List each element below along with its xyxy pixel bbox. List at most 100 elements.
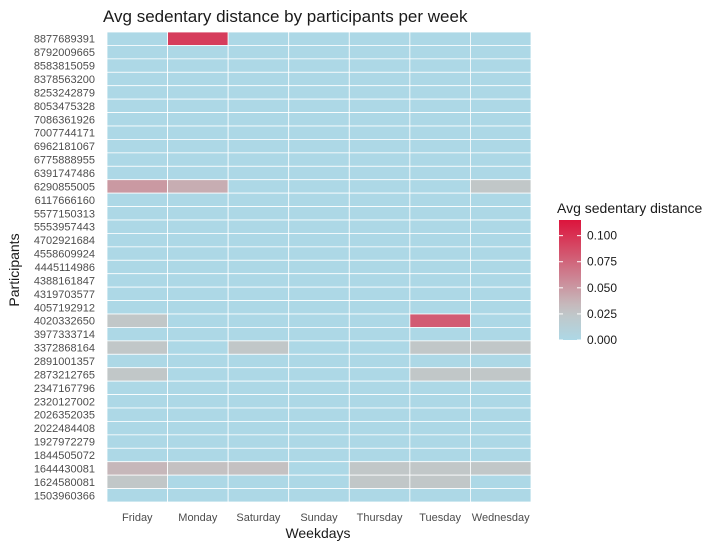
heatmap-cell	[409, 98, 471, 113]
heatmap-cell	[288, 206, 350, 221]
y-tick-label: 2026352035	[34, 410, 95, 422]
heatmap-cell	[409, 461, 471, 476]
heatmap-cell	[167, 447, 229, 463]
heatmap-cell	[106, 179, 168, 194]
heatmap-cell	[470, 394, 532, 409]
y-tick-label: 6391747486	[34, 168, 95, 180]
heatmap-cell	[106, 327, 168, 342]
heatmap-cell	[106, 139, 168, 154]
heatmap-cell	[106, 286, 168, 301]
heatmap-cell	[348, 98, 411, 113]
heatmap-cell	[470, 98, 532, 113]
heatmap-cell	[288, 407, 350, 422]
heatmap-cell	[348, 488, 411, 503]
heatmap-cell	[106, 434, 168, 449]
heatmap-cell	[227, 327, 290, 342]
heatmap-cell	[227, 394, 290, 409]
heatmap-cell	[167, 273, 229, 288]
heatmap-cell	[167, 300, 229, 315]
heatmap-cell	[470, 461, 532, 476]
heatmap-cell	[409, 192, 471, 207]
y-tick-label: 3372868164	[34, 343, 95, 355]
y-tick-label: 4388161847	[34, 275, 95, 287]
heatmap-cell	[409, 85, 471, 100]
legend-tick-label: 0.050	[587, 281, 617, 295]
heatmap-cell	[288, 434, 350, 449]
y-tick-label: 1844505072	[34, 450, 95, 462]
heatmap-cell	[106, 45, 168, 60]
heatmap-cell	[409, 125, 471, 140]
heatmap-cell	[288, 192, 350, 207]
heatmap-cell	[348, 474, 411, 489]
heatmap-cell	[288, 259, 350, 275]
heatmap-cell	[470, 71, 532, 87]
heatmap-cell	[227, 434, 290, 449]
heatmap-cell	[227, 98, 290, 113]
heatmap-cell	[106, 125, 168, 140]
heatmap-cell	[106, 259, 168, 275]
heatmap-cell	[227, 192, 290, 207]
heatmap-cell	[106, 85, 168, 100]
heatmap-cell	[348, 112, 411, 127]
y-tick-label: 2873212765	[34, 369, 95, 381]
heatmap-cell	[409, 139, 471, 154]
heatmap-cell	[470, 45, 532, 60]
y-tick-label: 8792009665	[34, 47, 95, 59]
heatmap-cell	[288, 340, 350, 355]
heatmap-cell	[348, 125, 411, 140]
heatmap-cell	[227, 85, 290, 100]
heatmap-cell	[348, 165, 411, 181]
y-tick-label: 1624580081	[34, 477, 95, 489]
heatmap-cell	[227, 340, 290, 355]
heatmap-cell	[106, 192, 168, 207]
heatmap-cell	[167, 233, 229, 248]
heatmap-cell	[288, 219, 350, 234]
legend: Avg sedentary distance 0.0000.0250.0500.…	[557, 200, 702, 347]
x-tick-label: Thursday	[357, 512, 403, 524]
heatmap-cell	[167, 71, 229, 87]
heatmap-cell	[167, 179, 229, 194]
heatmap-cell	[409, 407, 471, 422]
heatmap-cell	[227, 139, 290, 154]
heatmap-cell	[167, 434, 229, 449]
heatmap-cell	[470, 192, 532, 207]
heatmap-cell	[167, 31, 229, 46]
heatmap-cell	[348, 286, 411, 301]
y-tick-label: 4020332650	[34, 316, 95, 328]
heatmap-cell	[409, 165, 471, 181]
heatmap-cell	[409, 474, 471, 489]
heatmap-cell	[227, 179, 290, 194]
heatmap-cell	[227, 246, 290, 261]
heatmap-cell	[470, 407, 532, 422]
heatmap-cell	[106, 233, 168, 248]
y-tick-label: 4057192912	[34, 302, 95, 314]
x-tick-label: Saturday	[236, 512, 281, 524]
heatmap-cell	[288, 58, 350, 73]
heatmap-cell	[106, 488, 168, 503]
heatmap-cell	[167, 488, 229, 503]
heatmap-cell	[470, 488, 532, 503]
x-axis-title: Weekdays	[285, 525, 350, 541]
heatmap-cell	[409, 394, 471, 409]
heatmap-cell	[348, 447, 411, 463]
heatmap-cell	[106, 447, 168, 463]
heatmap-cell	[470, 447, 532, 463]
heatmap-cell	[106, 421, 168, 436]
heatmap-cell	[167, 474, 229, 489]
heatmap-cell	[409, 300, 471, 315]
heatmap-cell	[106, 300, 168, 315]
heatmap-cell	[348, 31, 411, 46]
heatmap-cell	[470, 259, 532, 275]
heatmap-cell	[470, 434, 532, 449]
heatmap-cell	[227, 421, 290, 436]
heatmap-cell	[470, 31, 532, 46]
heatmap-cell	[470, 353, 532, 369]
heatmap-cell	[348, 152, 411, 167]
heatmap-cell	[227, 112, 290, 127]
heatmap-cell	[167, 286, 229, 301]
heatmap-cell	[348, 58, 411, 73]
heatmap-cell	[288, 474, 350, 489]
heatmap-cell	[470, 246, 532, 261]
heatmap-cell	[470, 380, 532, 395]
